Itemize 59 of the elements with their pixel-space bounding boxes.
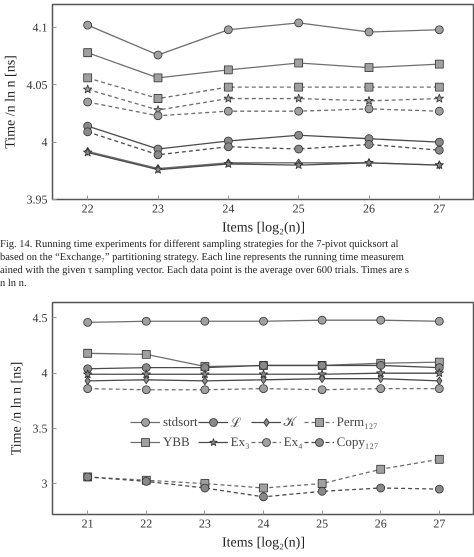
point — [259, 492, 268, 502]
legend-label: Copy₁₂₇ — [336, 434, 378, 450]
point — [434, 368, 444, 378]
text: n ln n. — [0, 278, 27, 289]
point — [154, 150, 162, 160]
point — [82, 369, 92, 378]
point — [434, 484, 444, 494]
x-tick-label: 24 — [222, 202, 234, 216]
text: ained with the given τ sampling vector. Each data point is the average over 600 trials. Times are s — [0, 265, 409, 276]
x-tick-label: 24 — [258, 516, 270, 530]
y-tick-label: 3.5 — [32, 421, 48, 436]
caption: Fig. 14. Running time experiments for different sampling strategies for the 7-pivot quicksort al — [0, 239, 398, 250]
x-tick-label: 22 — [140, 516, 152, 530]
point — [83, 127, 92, 136]
point — [376, 361, 386, 370]
y-tick-label: 3.95 — [26, 192, 48, 206]
point — [142, 369, 151, 378]
x-tick-label: 22 — [82, 202, 94, 216]
y-axis-title: Time /n ln n [ns] — [10, 362, 24, 456]
x-tick-label: 26 — [363, 202, 375, 216]
point — [200, 369, 210, 378]
point — [200, 484, 210, 492]
y-tick-label: 4.05 — [26, 78, 48, 92]
legend-label: ℒ — [230, 414, 243, 431]
legend-label: Ex₄ — [284, 434, 304, 450]
x-tick-label: 25 — [316, 516, 328, 530]
point — [224, 142, 233, 152]
x-tick-label: 23 — [198, 516, 211, 530]
x-tick-label: 27 — [433, 516, 446, 530]
x-tick-label: 27 — [433, 202, 446, 216]
point — [294, 130, 304, 140]
point — [258, 369, 268, 378]
y-tick-label: 4 — [42, 366, 48, 380]
text: based on the “Exchange₇” partitioning strategy. Each line represents the running time measurem — [0, 252, 404, 263]
point — [434, 138, 444, 147]
point — [376, 484, 386, 492]
legend-label: stdsort — [163, 414, 198, 430]
x-axis-title: Items [log₂(n)] — [222, 536, 306, 550]
x-tick-label: 23 — [152, 202, 164, 216]
point — [294, 144, 304, 154]
point — [364, 140, 374, 149]
x-axis-title: Items [log₂(n)] — [222, 220, 306, 236]
y-tick-label: 3 — [42, 476, 48, 491]
y-tick-label: 4 — [42, 135, 48, 150]
y-axis-title: Time /n ln n [ns] — [4, 55, 18, 149]
legend-label: Perm₁₂₇ — [336, 414, 378, 430]
y-tick-label: 4.1 — [32, 20, 48, 34]
y-tick-label: 4.5 — [32, 310, 48, 325]
legend-label: Ex₃ — [230, 434, 251, 450]
x-tick-label: 21 — [82, 516, 94, 530]
legend-label: YBB — [163, 434, 190, 450]
x-tick-label: 25 — [292, 202, 305, 216]
point — [434, 146, 444, 155]
point — [376, 368, 386, 378]
point — [142, 363, 151, 372]
point — [318, 486, 327, 496]
legend-label: 𝒦 — [284, 414, 298, 430]
point — [260, 375, 267, 384]
x-tick-label: 26 — [374, 516, 387, 530]
